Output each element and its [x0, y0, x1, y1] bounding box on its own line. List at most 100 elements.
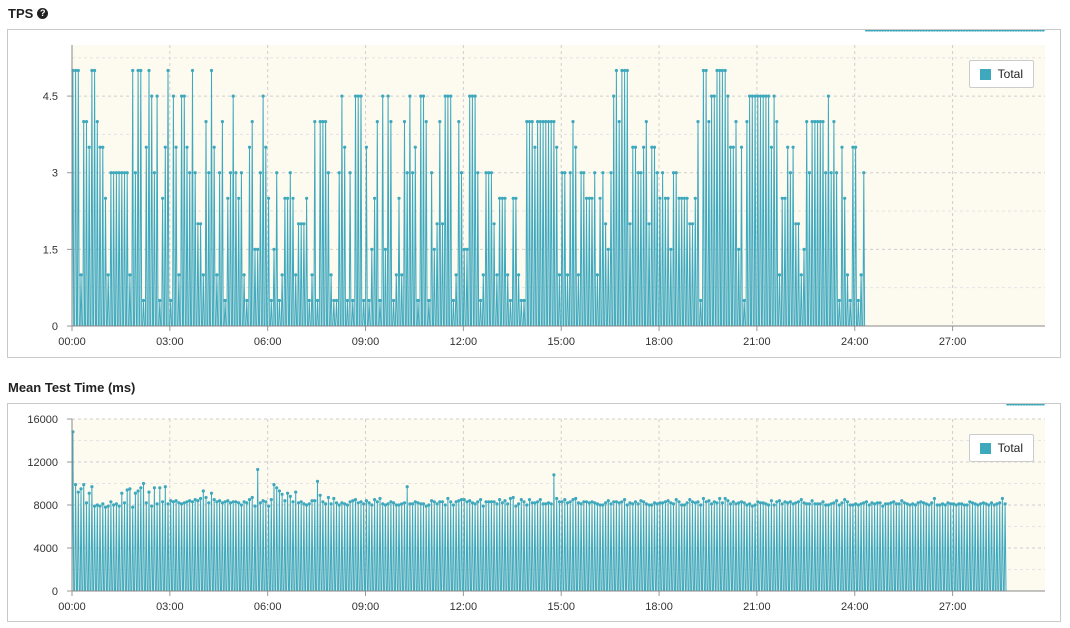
data-point	[381, 502, 385, 506]
data-point	[984, 30, 988, 32]
data-point	[845, 500, 850, 504]
data-point	[938, 30, 942, 32]
data-point	[704, 68, 708, 73]
help-icon[interactable]: ?	[37, 8, 49, 19]
data-point	[506, 502, 510, 506]
data-point	[753, 94, 757, 98]
data-point	[878, 30, 882, 32]
mtt-legend[interactable]: Total	[968, 434, 1034, 462]
data-point	[533, 501, 537, 505]
data-point	[557, 500, 562, 504]
data-point	[919, 500, 923, 504]
x-tick-label: 06:00	[254, 601, 282, 613]
data-point	[120, 491, 124, 495]
data-point	[95, 503, 99, 507]
data-point	[258, 501, 262, 505]
data-point	[150, 504, 154, 508]
y-tick-label: 1.5	[43, 244, 58, 256]
data-point	[250, 495, 254, 500]
data-point	[720, 68, 725, 73]
data-point	[318, 120, 322, 124]
data-point	[867, 503, 871, 507]
data-point	[922, 501, 926, 505]
data-point	[413, 500, 417, 504]
data-point	[919, 30, 923, 32]
data-point	[1033, 404, 1037, 406]
data-point	[98, 145, 102, 149]
legend-swatch	[979, 68, 991, 80]
data-point	[560, 500, 564, 504]
data-point	[359, 500, 363, 504]
data-point	[873, 30, 877, 32]
data-point	[163, 145, 167, 149]
data-point	[302, 222, 306, 226]
tps-legend[interactable]: Total	[968, 60, 1034, 88]
mtt-legend-label: Total	[997, 441, 1023, 455]
data-point	[696, 500, 700, 504]
data-point	[799, 273, 803, 277]
data-point	[185, 500, 189, 504]
data-point	[1038, 404, 1042, 406]
data-point	[614, 68, 619, 73]
data-point	[174, 499, 178, 503]
data-point	[851, 503, 855, 507]
data-point	[209, 491, 214, 495]
data-point	[756, 94, 760, 98]
data-point	[916, 501, 920, 505]
data-point	[636, 502, 640, 506]
data-point	[424, 120, 428, 124]
x-tick-label: 18:00	[645, 336, 673, 348]
data-point	[1014, 30, 1018, 32]
data-point	[454, 500, 458, 504]
data-point	[968, 500, 972, 504]
data-point	[536, 500, 540, 504]
data-point	[680, 503, 684, 507]
data-point	[938, 503, 942, 507]
data-point	[299, 500, 303, 504]
data-point	[261, 499, 265, 503]
data-point	[571, 498, 575, 502]
data-point	[671, 171, 676, 175]
y-tick-label: 4000	[34, 543, 58, 555]
data-point	[487, 171, 491, 175]
data-point	[427, 298, 431, 303]
data-point	[370, 247, 374, 251]
y-tick-label: 3	[52, 168, 58, 180]
data-point	[636, 171, 640, 175]
data-point	[519, 498, 523, 502]
data-point	[688, 498, 692, 502]
data-point	[788, 500, 793, 504]
data-point	[468, 94, 472, 98]
data-point	[334, 501, 339, 505]
data-point	[734, 502, 738, 506]
data-point	[989, 30, 994, 32]
x-tick-label: 27:00	[939, 601, 967, 613]
data-point	[775, 120, 779, 124]
data-point	[824, 503, 828, 507]
data-point	[84, 120, 89, 124]
data-point	[639, 171, 643, 175]
data-point	[851, 145, 855, 149]
data-point	[726, 499, 730, 503]
data-point	[468, 499, 472, 503]
data-point	[644, 120, 648, 124]
data-point	[446, 496, 450, 501]
data-point	[821, 500, 825, 504]
data-point	[783, 500, 787, 504]
data-point	[117, 504, 121, 508]
data-point	[446, 94, 450, 98]
data-point	[530, 120, 534, 124]
data-point	[777, 499, 782, 503]
data-point	[367, 501, 371, 505]
data-point	[976, 503, 980, 507]
data-point	[400, 502, 404, 506]
data-point	[82, 120, 86, 124]
data-point	[617, 501, 621, 505]
data-point	[340, 501, 344, 505]
data-point	[136, 68, 140, 73]
data-point	[791, 145, 795, 149]
data-point	[294, 490, 298, 494]
data-point	[576, 501, 581, 505]
data-point	[579, 502, 583, 506]
data-point	[122, 171, 127, 175]
